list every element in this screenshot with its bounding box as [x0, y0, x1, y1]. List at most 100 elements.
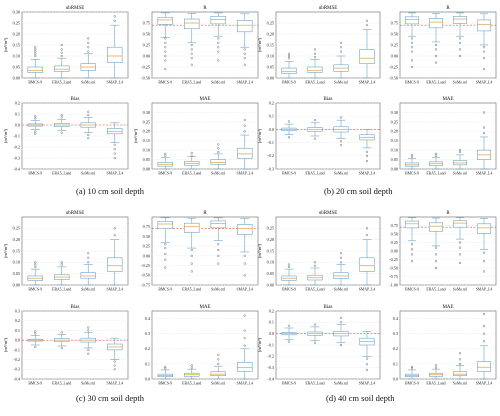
panel-a-ubrmse-box-somo-ml-outlier: [87, 41, 90, 44]
panel-b-r-box-era5-land-iqr: [428, 18, 444, 29]
panel-d-ubrmse-box-smap-l4-outlier: [365, 234, 369, 237]
panel-b-ubrmse-ylabel: (m³/m³): [257, 37, 262, 52]
panel-a-ubrmse-ylabel: (m³/m³): [3, 37, 8, 52]
panel-c-r-xtick-label: SMAP_L4: [237, 288, 254, 292]
panel-b-bias-box-somo-ml-outlier: [339, 140, 343, 143]
panel-c-r-box-era5-land-outlier: [190, 262, 193, 265]
panel-b-bias-box-smap-l4-outlier: [365, 154, 369, 157]
panel-a-r-box-bmcs-9-outlier: [164, 54, 167, 58]
panel-b-ubrmse-box-smap-l4-outlier: [365, 24, 369, 27]
panel-d-ubrmse-title: ubRMSE: [319, 211, 338, 216]
panel-a-bias-box-smap-l4-iqr: [107, 128, 123, 135]
panel-a-r-ytick-label: -0.50: [141, 75, 150, 80]
panel-c-bias-xtick-label: BMCS-9: [28, 382, 42, 386]
panel-a-bias-box-somo-ml-outlier: [87, 137, 90, 140]
panel-a-r-xtick-label: BMCS-9: [158, 81, 172, 85]
panel-d-bias-box-bmcs-9-outlier: [287, 340, 291, 343]
panel-a-bias-box-somo-ml-outlier: [87, 133, 90, 136]
panel-a-r-box-somo-ml-outlier: [217, 50, 220, 53]
panel-a-mae-box-smap-l4-outlier: [243, 124, 246, 127]
panel-a-bias-ytick-label: 0.2: [15, 100, 20, 105]
panel-a-ubrmse-subplot: 0.00 0.05 0.10 0.15 0.20 0.25 0.30 ubRMSE (m³/m³…: [3, 6, 129, 85]
panel-b-bias-box-somo-ml-outlier: [339, 116, 343, 119]
panel-b-bias-box-bmcs-9-outlier: [287, 120, 291, 123]
panel-d-bias-ytick-label: -0.2: [267, 354, 274, 359]
panel-d-ubrmse-xtick-label: BMCS-9: [282, 288, 296, 292]
panel-a-bias-box-smap-l4-outlier: [113, 143, 116, 146]
panel-b-r-box-bmcs-9-outlier: [410, 65, 414, 69]
panel-b-ubrmse-ytick-label: 0.10: [267, 53, 274, 58]
panel-a-bias-box-smap-l4-outlier: [113, 148, 116, 151]
panel-a-r-box-bmcs-9-outlier: [164, 41, 167, 44]
panel-c-bias-box-era5-land-outlier: [60, 331, 63, 334]
panel-a-bias-xtick-label: SoMo.ml: [81, 172, 95, 176]
panel-d-r-box-somo-ml-outlier: [458, 253, 462, 256]
panel-d-ubrmse-ytick-label: 0.05: [267, 271, 274, 276]
panel-b-ubrmse-box-smap-l4-iqr: [359, 49, 375, 65]
panel-d-r-box-era5-land-outlier: [434, 246, 438, 249]
panel-d-bias-box-era5-land-outlier: [313, 341, 317, 344]
panel-b-r-box-era5-land-outlier: [434, 43, 438, 47]
panel-a-r-box-era5-land-iqr: [184, 18, 200, 30]
panel-b-r-xtick-label: SMAP_L4: [476, 81, 493, 85]
panel-c-mae-ytick-label: 0.3: [145, 331, 150, 336]
panel-a-ubrmse-box-somo-ml-outlier: [87, 46, 90, 49]
panel-a-mae-box-bmcs-9-outlier: [164, 152, 167, 156]
panel-d-mae-box-smap-l4-outlier: [482, 312, 486, 316]
panel-c-ubrmse-box-smap-l4-iqr: [107, 257, 123, 272]
caption-c: (c) 30 cm soil depth: [76, 393, 144, 403]
panel-b-r-title: R: [446, 6, 450, 11]
panel-d-r-box-smap-l4-iqr: [476, 223, 492, 234]
panel-c-bias-ytick-label: -0.4: [13, 376, 21, 381]
panel-b-ubrmse-box-smap-l4-outlier: [365, 19, 369, 22]
panel-d-bias-box-somo-ml-outlier: [339, 321, 343, 324]
panel-c-mae-box-era5-land-outlier: [190, 366, 193, 369]
panel-a-mae-xtick-label: BMCS-9: [158, 172, 172, 176]
panel-d-ubrmse-box-bmcs-9-outlier: [287, 263, 291, 266]
panel-b-r-xtick-label: ERA5_Land: [426, 81, 445, 85]
panel-d-mae-box-smap-l4-iqr: [476, 361, 492, 372]
panel-d-r-box-era5-land-outlier: [434, 260, 438, 263]
panel-a-mae-xtick-label: SoMo.ml: [211, 172, 225, 176]
panel-b-r-box-somo-ml-outlier: [458, 54, 462, 58]
panel-b-mae-xtick-label: ERA5_Land: [426, 172, 445, 176]
panel-c-r-subplot: -0.75 -0.50 -0.25 0.00 0.25 0.50 0.75 R BMCS-9 ER…: [141, 211, 259, 292]
panel-a-mae-ytick-label: 0.05: [143, 157, 150, 162]
panel-c-mae-box-somo-ml-iqr: [210, 371, 226, 376]
panel-b-ubrmse-box-era5-land-outlier: [313, 48, 317, 51]
panel-d-mae-xtick-label: SMAP_L4: [476, 382, 493, 386]
panel-a-mae-xtick-label: SMAP_L4: [237, 172, 254, 176]
panel-b-r-box-era5-land-outlier: [434, 61, 438, 64]
panel-a-bias-title: Bias: [71, 97, 80, 102]
panel-c-bias-title: Bias: [71, 305, 80, 310]
panel-d-ubrmse-ytick-label: 0.10: [267, 260, 274, 265]
panel-a-r-box-somo-ml-outlier: [217, 46, 220, 49]
panel-c-mae-box-era5-land-outlier: [190, 364, 193, 367]
panel-c-ubrmse-xtick-label: BMCS-9: [28, 288, 42, 292]
panel-a-r-box-era5-land-outlier: [190, 57, 193, 60]
panel-b-bias-ytick-label: -0.1: [267, 140, 274, 145]
panel-a-r-xtick-label: SoMo.ml: [211, 81, 225, 85]
panel-c-bias-box-smap-l4-outlier: [113, 368, 116, 371]
panel-c-r-box-smap-l4-outlier: [243, 274, 246, 277]
panel-c-r-box-era5-land-outlier: [190, 254, 193, 257]
panel-a-r-title: R: [203, 6, 207, 11]
panel-d-r-box-bmcs-9-outlier: [410, 260, 414, 263]
panel-c-r-box-smap-l4-outlier: [243, 262, 246, 265]
panel-c-r-xtick-label: ERA5_Land: [182, 288, 201, 292]
panel-d-mae-box-somo-ml-outlier: [458, 358, 462, 361]
panel-a-ubrmse-title: ubRMSE: [66, 6, 85, 11]
panel-b-mae-title: MAE: [442, 97, 453, 102]
panel-d-bias-title: Bias: [324, 305, 333, 310]
panel-c-r-title: R: [203, 211, 207, 216]
panel-c-r-box-somo-ml-outlier: [217, 262, 220, 265]
panel-c-bias-ytick-label: -0.1: [13, 347, 20, 352]
panel-b-bias-box-era5-land-outlier: [313, 137, 317, 140]
panel-d-ubrmse-box-smap-l4-outlier: [365, 227, 369, 230]
panel-c-r-box-bmcs-9-outlier: [164, 243, 167, 246]
panel-b-bias-xtick-label: ERA5_Land: [305, 172, 324, 176]
panel-b-ubrmse-box-somo-ml-outlier: [339, 46, 343, 49]
panel-b-r-box-somo-ml-iqr: [452, 16, 468, 24]
panel-b-r-box-somo-ml-outlier: [458, 48, 462, 51]
panel-b-ubrmse-ytick-label: 0.25: [267, 20, 274, 25]
